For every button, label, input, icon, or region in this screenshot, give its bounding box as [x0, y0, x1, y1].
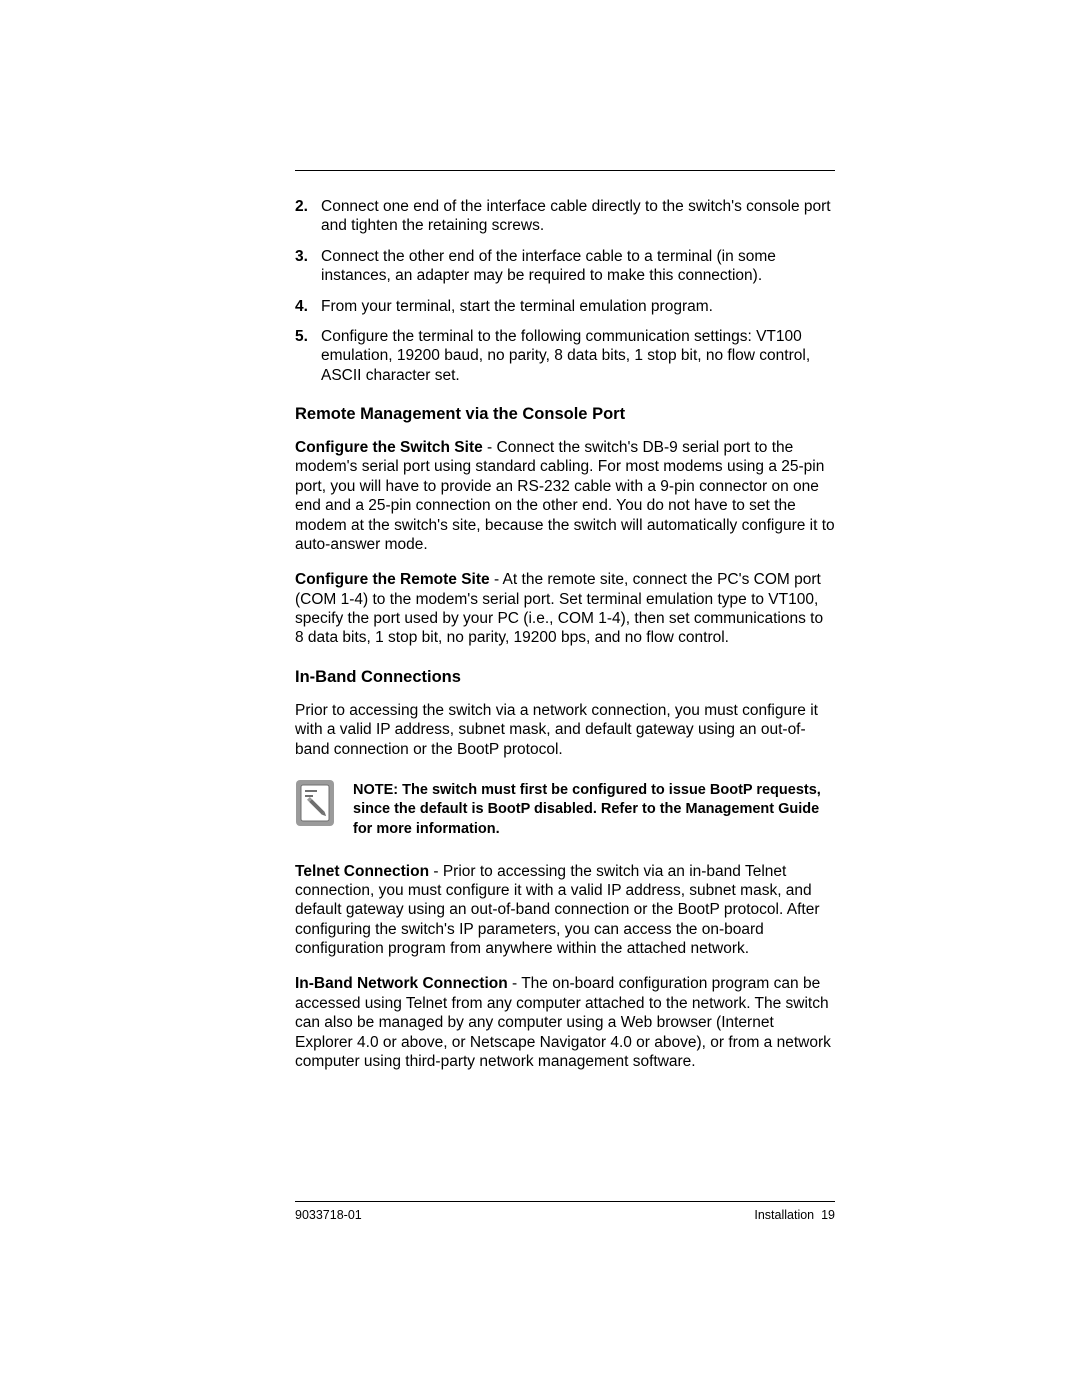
list-text: Configure the terminal to the following …: [321, 327, 835, 385]
list-number: 2.: [295, 197, 321, 216]
list-item: 3. Connect the other end of the interfac…: [295, 247, 835, 286]
footer-rule: [295, 1201, 835, 1202]
footer-section-label: Installation: [754, 1208, 814, 1222]
page-footer: 9033718-01 Installation 19: [295, 1201, 835, 1222]
list-number: 3.: [295, 247, 321, 266]
note-text: NOTE: The switch must first be configure…: [353, 779, 835, 840]
footer-page-number: 19: [821, 1208, 835, 1222]
bold-lead: Telnet Connection: [295, 863, 429, 880]
heading-remote-management: Remote Management via the Console Port: [295, 405, 835, 424]
paragraph-configure-switch-site: Configure the Switch Site - Connect the …: [295, 438, 835, 554]
bold-lead: In-Band Network Connection: [295, 975, 508, 992]
list-text: Connect one end of the interface cable d…: [321, 197, 835, 236]
top-rule: [295, 170, 835, 171]
list-item: 4. From your terminal, start the termina…: [295, 297, 835, 316]
list-text: From your terminal, start the terminal e…: [321, 297, 835, 316]
footer-doc-number: 9033718-01: [295, 1208, 362, 1222]
bold-lead: Configure the Remote Site: [295, 571, 490, 588]
footer-right: Installation 19: [754, 1208, 835, 1222]
heading-in-band-connections: In-Band Connections: [295, 668, 835, 687]
paragraph-inband-network-connection: In-Band Network Connection - The on-boar…: [295, 974, 835, 1071]
note-callout: NOTE: The switch must first be configure…: [295, 779, 835, 840]
numbered-steps: 2. Connect one end of the interface cabl…: [295, 197, 835, 385]
footer-row: 9033718-01 Installation 19: [295, 1208, 835, 1222]
note-icon: [295, 779, 335, 827]
list-item: 2. Connect one end of the interface cabl…: [295, 197, 835, 236]
paragraph-telnet-connection: Telnet Connection - Prior to accessing t…: [295, 862, 835, 959]
body-text: - Connect the switch's DB-9 serial port …: [295, 439, 835, 553]
list-number: 4.: [295, 297, 321, 316]
list-number: 5.: [295, 327, 321, 346]
paragraph-configure-remote-site: Configure the Remote Site - At the remot…: [295, 570, 835, 648]
list-text: Connect the other end of the interface c…: [321, 247, 835, 286]
paragraph-inband-intro: Prior to accessing the switch via a netw…: [295, 701, 835, 759]
list-item: 5. Configure the terminal to the followi…: [295, 327, 835, 385]
bold-lead: Configure the Switch Site: [295, 439, 483, 456]
document-page: 2. Connect one end of the interface cabl…: [0, 0, 1080, 1397]
